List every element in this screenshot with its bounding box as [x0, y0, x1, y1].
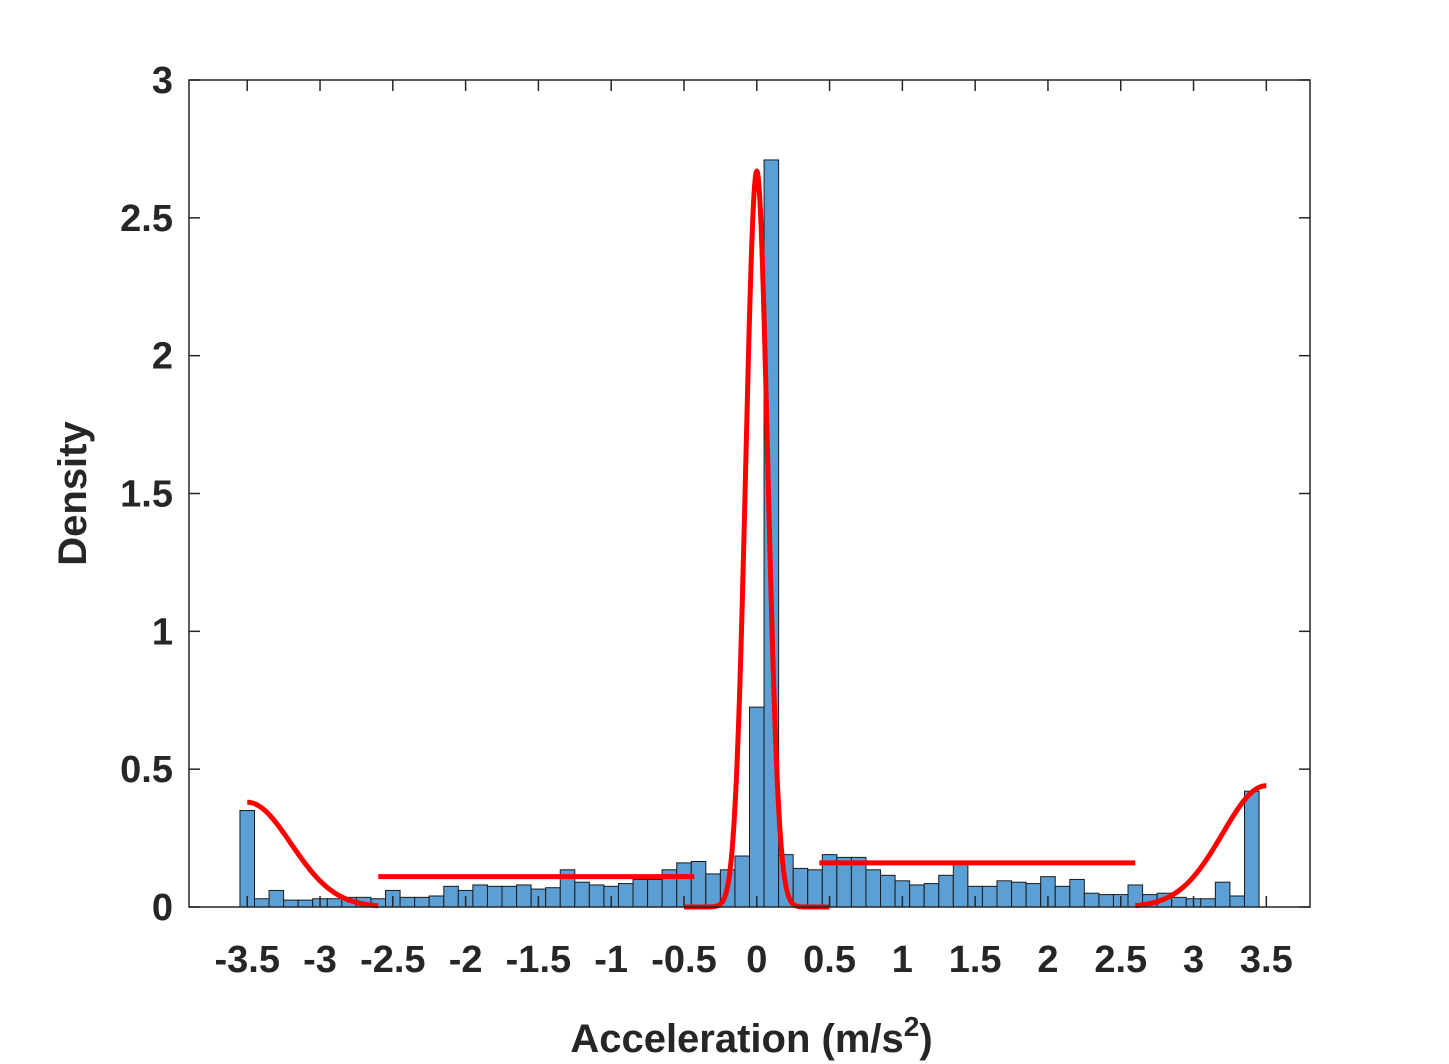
histogram-bar — [486, 885, 503, 908]
histogram-bar — [516, 884, 532, 908]
histogram-bar — [938, 874, 954, 908]
histogram-bar — [981, 885, 998, 908]
histogram-bar — [1243, 790, 1260, 908]
histogram-bar — [617, 883, 634, 908]
histogram-bar — [574, 881, 590, 908]
histogram-bar — [283, 899, 299, 908]
x-axis-label-superscript: 2 — [904, 1011, 920, 1042]
histogram-bar — [807, 869, 823, 908]
x-axis-ticks: -3.5 -3 -2.5 -2 -1.5 -1 -0.5 0 0.5 1 1.5 2 2.5 3 3.5 — [214, 80, 1293, 981]
x-tick-label: -2.5 — [360, 939, 425, 981]
histogram-bar — [254, 898, 270, 908]
histogram-bar — [239, 810, 256, 908]
histogram-bar — [428, 895, 445, 908]
y-tick-label: 2 — [152, 336, 173, 378]
x-tick-label: -3 — [303, 939, 337, 981]
histogram-bar — [880, 874, 896, 908]
histogram-bar — [647, 878, 663, 908]
histogram-bar — [1214, 881, 1231, 908]
histogram-bar — [1083, 892, 1100, 908]
x-tick-label: -1 — [594, 939, 628, 981]
fit-curve-right-tail — [1133, 783, 1269, 909]
x-tick-label: 2 — [1037, 939, 1058, 981]
y-tick-label: 0.5 — [120, 749, 173, 791]
y-axis-label: Density — [51, 421, 95, 566]
histogram-bar — [996, 880, 1013, 908]
x-tick-label: 3 — [1183, 939, 1204, 981]
y-tick-label: 1 — [152, 611, 173, 653]
histogram-bar — [268, 889, 285, 908]
histogram-bar — [1098, 894, 1114, 908]
y-tick-label: 3 — [152, 60, 173, 102]
y-tick-label: 2.5 — [120, 198, 173, 240]
histogram-bar — [297, 899, 314, 908]
histogram-bar — [734, 855, 750, 908]
histogram-bar — [1069, 878, 1085, 908]
x-tick-label: 1.5 — [949, 939, 1002, 981]
histogram-bar — [1200, 898, 1216, 908]
y-tick-label: 1.5 — [120, 474, 173, 516]
histogram-bar — [749, 706, 765, 908]
y-axis-ticks: 0 0.5 1 1.5 2 2.5 3 — [120, 60, 1310, 929]
histogram-bar — [792, 867, 809, 908]
x-tick-label: -3.5 — [214, 939, 279, 981]
x-tick-label: 1 — [892, 939, 913, 981]
histogram-bar — [1171, 896, 1187, 908]
histogram-bar — [909, 884, 925, 908]
histogram-bar — [923, 883, 940, 908]
x-tick-label: -1.5 — [506, 939, 571, 981]
x-axis-label-main: Acceleration (m/s — [570, 1017, 903, 1061]
histogram-bar — [1025, 883, 1042, 908]
histogram-bar — [399, 896, 416, 908]
histogram-bar — [326, 898, 343, 908]
x-tick-label: 2.5 — [1094, 939, 1147, 981]
x-tick-label: -0.5 — [651, 939, 716, 981]
x-axis-label: Acceleration (m/s2) — [570, 1011, 932, 1061]
histogram-bar — [705, 873, 721, 908]
histogram-bar — [414, 896, 430, 908]
fit-curve-left-tail — [245, 799, 381, 909]
histogram-bar — [588, 884, 605, 908]
histogram-bar — [1011, 881, 1027, 908]
histogram-bar — [472, 884, 488, 908]
histogram-bar — [632, 878, 649, 908]
histogram-bar — [545, 887, 561, 908]
x-axis-label-close: ) — [919, 1017, 932, 1061]
x-tick-label: -2 — [449, 939, 483, 981]
histogram-bar — [1229, 895, 1245, 908]
x-tick-label: 0.5 — [803, 939, 856, 981]
y-tick-label: 0 — [152, 887, 173, 929]
histogram-bar — [501, 885, 518, 908]
x-tick-label: 0 — [746, 939, 767, 981]
histogram-bar — [1054, 885, 1071, 908]
x-tick-label: 3.5 — [1240, 939, 1293, 981]
histogram-bar — [865, 869, 882, 908]
histogram-bar — [690, 861, 707, 908]
histogram-bar — [443, 885, 459, 908]
histogram-bar — [952, 861, 969, 908]
